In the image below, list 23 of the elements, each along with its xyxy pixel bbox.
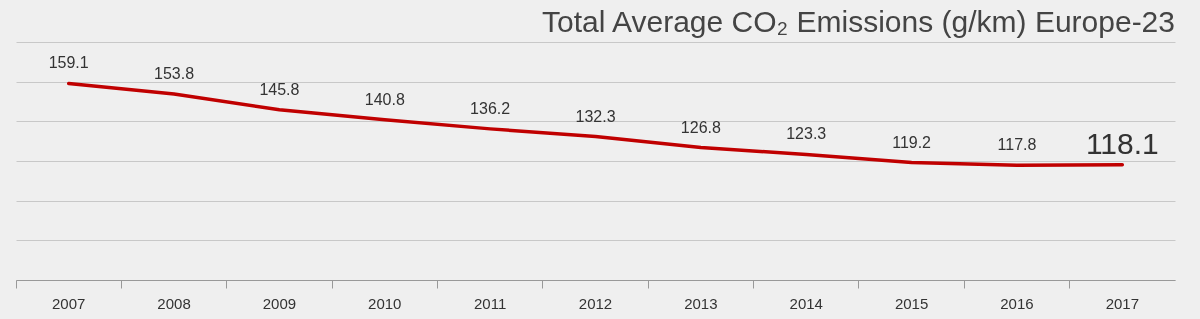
- x-tick-label: 2009: [262, 294, 297, 312]
- x-tick-label: 2008: [157, 294, 191, 312]
- data-label: 145.8: [259, 80, 300, 98]
- x-tick-label: 2017: [1105, 294, 1140, 312]
- data-label: 126.8: [680, 118, 721, 136]
- x-tick-label: 2010: [368, 294, 402, 312]
- data-label: 132.3: [575, 107, 616, 125]
- x-tick-label: 2015: [894, 294, 929, 312]
- x-tick-label: 2016: [1000, 294, 1034, 312]
- chart-title: Total Average CO₂ Emissions (g/km) Europe-23: [541, 5, 1175, 38]
- data-label: 118.1: [1085, 126, 1159, 160]
- x-tick-label: 2014: [789, 294, 823, 312]
- data-label: 119.2: [892, 133, 932, 151]
- x-tick-label: 2007: [51, 294, 86, 312]
- data-label: 159.1: [48, 54, 89, 72]
- x-tick-label: 2011: [474, 294, 507, 312]
- data-label: 136.2: [470, 99, 511, 117]
- data-label: 153.8: [154, 64, 195, 82]
- x-tick-label: 2012: [578, 294, 613, 312]
- data-label: 123.3: [786, 125, 827, 143]
- data-label: 117.8: [997, 136, 1037, 154]
- x-tick-label: 2013: [684, 294, 718, 312]
- data-label: 140.8: [364, 90, 405, 108]
